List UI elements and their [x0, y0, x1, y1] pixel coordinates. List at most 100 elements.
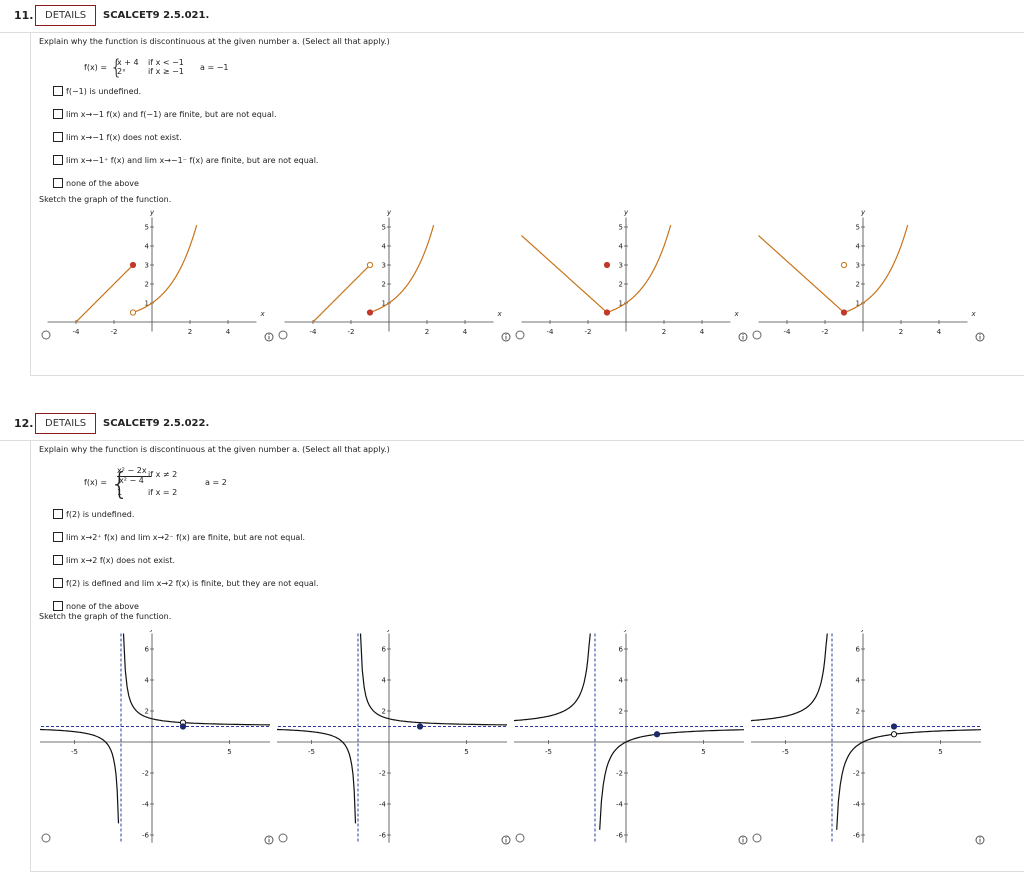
x-tick-label: 2	[188, 328, 192, 336]
graph: x y -4 -2 2 4 1 2 3 4 5	[47, 210, 266, 336]
info-dot	[268, 837, 270, 839]
x-tick-label: -2	[348, 328, 355, 336]
checkbox[interactable]	[53, 555, 63, 565]
open-dot	[890, 731, 898, 738]
divider	[0, 32, 1024, 33]
info-icon[interactable]	[738, 332, 748, 342]
radio-button[interactable]	[41, 833, 51, 843]
info-icon[interactable]	[264, 332, 274, 342]
y-tick-label: 4	[382, 243, 387, 251]
checkbox[interactable]	[53, 578, 63, 588]
y-tick-label: 2	[856, 708, 860, 716]
curve	[514, 633, 591, 722]
curve	[122, 633, 270, 726]
x-tick-label: -2	[822, 328, 829, 336]
prompt: Explain why the function is discontinuou…	[39, 445, 390, 454]
radio-circle	[752, 330, 762, 340]
piece-cond: if x = 2	[148, 488, 178, 497]
info-icon[interactable]	[501, 332, 511, 342]
radio-button[interactable]	[752, 330, 762, 340]
y-tick-label: 5	[856, 224, 860, 232]
radio-circle	[515, 833, 525, 843]
fraction-bar	[117, 476, 151, 477]
curve	[277, 728, 357, 824]
y-tick-label: -2	[142, 770, 149, 778]
sketch-label: Sketch the graph of the function.	[39, 195, 172, 204]
option-text: f(2) is defined and lim x→2 f(x) is fini…	[66, 579, 319, 588]
a-value: a = 2	[205, 478, 227, 487]
y-tick-label: -6	[616, 832, 624, 840]
radio-button[interactable]	[515, 833, 525, 843]
x-axis-label: x	[260, 310, 266, 318]
y-tick-label: 6	[145, 646, 150, 654]
option-text: none of the above	[66, 602, 139, 611]
y-tick-label: 5	[619, 224, 623, 232]
details-button[interactable]: DETAILS	[35, 413, 97, 434]
x-tick-label: 4	[700, 328, 705, 336]
x-tick-label: 2	[899, 328, 903, 336]
option-text: lim x→−1 f(x) and f(−1) are finite, but …	[66, 110, 277, 119]
y-tick-label: 2	[145, 708, 149, 716]
y-tick-label: -6	[379, 832, 387, 840]
y-tick-label: 4	[619, 677, 624, 685]
radio-circle	[41, 330, 51, 340]
y-tick-label: 2	[856, 281, 860, 289]
info-icon[interactable]	[738, 835, 748, 845]
y-tick-label: 1	[382, 300, 386, 308]
fn-label: f(x) =	[84, 63, 108, 72]
checkbox[interactable]	[53, 155, 63, 165]
open-dot	[366, 261, 374, 269]
curve	[369, 224, 435, 314]
option-text: lim x→2⁺ f(x) and lim x→2⁻ f(x) are fini…	[66, 533, 306, 542]
y-axis-label: y	[149, 630, 155, 633]
checkbox[interactable]	[53, 509, 63, 519]
info-dot	[268, 334, 270, 336]
checkbox[interactable]	[53, 109, 63, 119]
option-text: f(2) is undefined.	[66, 510, 135, 519]
radio-button[interactable]	[41, 330, 51, 340]
radio-button[interactable]	[515, 330, 525, 340]
checkbox[interactable]	[53, 601, 63, 611]
x-tick-label: 4	[226, 328, 231, 336]
y-tick-label: 4	[382, 677, 387, 685]
x-axis-label: x	[497, 310, 503, 318]
problem-code: SCALCET9 2.5.021.	[103, 10, 210, 21]
y-tick-label: 2	[619, 708, 623, 716]
checkbox[interactable]	[53, 132, 63, 142]
checkbox[interactable]	[53, 86, 63, 96]
curve	[312, 264, 371, 323]
radio-button[interactable]	[752, 833, 762, 843]
x-tick-label: -5	[71, 748, 78, 756]
radio-circle	[41, 833, 51, 843]
checkbox[interactable]	[53, 532, 63, 542]
closed-dot	[653, 731, 661, 738]
info-icon[interactable]	[975, 332, 985, 342]
y-tick-label: 3	[856, 262, 860, 270]
details-button[interactable]: DETAILS	[35, 5, 97, 26]
problem-number: 12.	[14, 417, 34, 430]
curve	[40, 728, 120, 824]
info-dot	[505, 837, 507, 839]
x-axis-label: x	[734, 310, 740, 318]
radio-button[interactable]	[278, 330, 288, 340]
graph: x y -4 -2 2 4 1 2 3 4 5	[758, 210, 977, 336]
x-tick-label: -4	[73, 328, 81, 336]
checkbox[interactable]	[53, 178, 63, 188]
closed-dot	[603, 309, 611, 316]
x-tick-label: -4	[784, 328, 792, 336]
radio-button[interactable]	[278, 833, 288, 843]
numerator: x² − 2x	[117, 466, 147, 475]
y-tick-label: 2	[145, 281, 149, 289]
option-text: lim x→2 f(x) does not exist.	[66, 556, 176, 565]
y-tick-label: 2	[619, 281, 623, 289]
info-icon[interactable]	[975, 835, 985, 845]
x-tick-label: -5	[308, 748, 315, 756]
option-text: none of the above	[66, 179, 139, 188]
closed-dot	[366, 309, 374, 316]
info-icon[interactable]	[264, 835, 274, 845]
y-tick-label: -6	[142, 832, 150, 840]
info-icon[interactable]	[501, 835, 511, 845]
